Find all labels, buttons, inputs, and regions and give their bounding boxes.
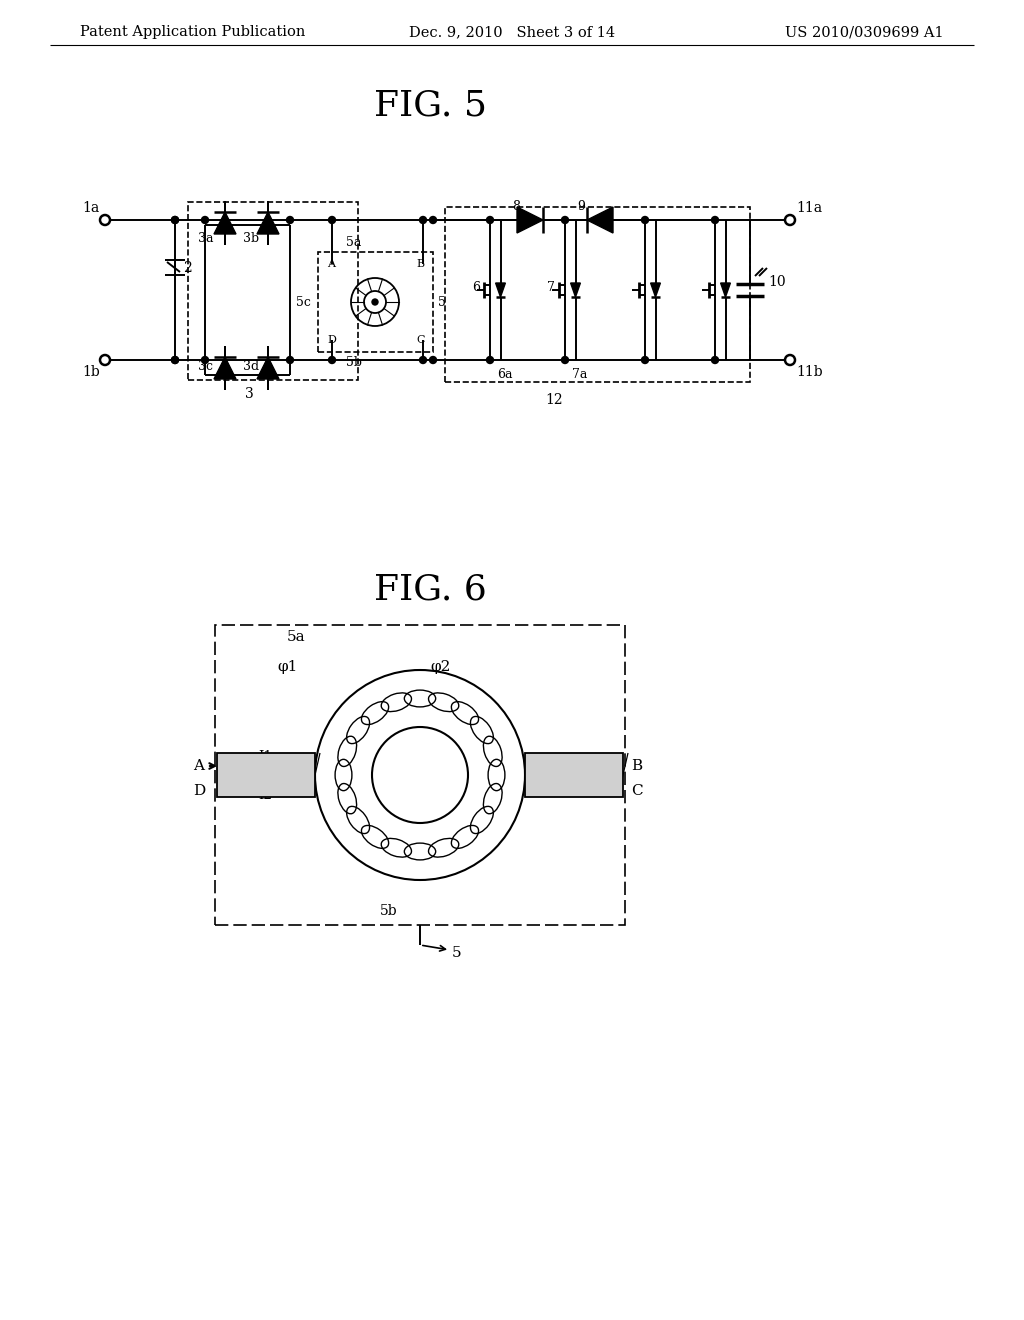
Text: 5: 5: [438, 296, 445, 309]
Circle shape: [420, 356, 427, 363]
Text: A: A: [193, 759, 204, 774]
Text: I1: I1: [258, 750, 272, 764]
Circle shape: [372, 300, 378, 305]
Text: US 2010/0309699 A1: US 2010/0309699 A1: [785, 25, 944, 40]
Text: C: C: [631, 784, 643, 799]
Bar: [188, 202, 358, 380]
Circle shape: [287, 356, 294, 363]
Circle shape: [561, 356, 568, 363]
Circle shape: [202, 216, 209, 223]
Text: FIG. 6: FIG. 6: [374, 573, 486, 607]
Bar: [215, 624, 625, 925]
Polygon shape: [257, 213, 279, 234]
Text: 10: 10: [768, 275, 785, 289]
Text: 3: 3: [245, 387, 254, 401]
Circle shape: [329, 216, 336, 223]
Text: 6a: 6a: [497, 367, 512, 380]
Text: 5: 5: [452, 946, 462, 960]
Bar: [318, 252, 433, 352]
Text: 3a: 3a: [198, 232, 213, 246]
Circle shape: [641, 356, 648, 363]
Text: 3c: 3c: [198, 360, 213, 374]
Text: 6: 6: [472, 281, 480, 294]
Text: φ2: φ2: [430, 660, 451, 675]
Circle shape: [171, 356, 178, 363]
Text: D: D: [193, 784, 205, 799]
Circle shape: [202, 356, 209, 363]
Polygon shape: [214, 356, 236, 379]
Polygon shape: [650, 282, 660, 297]
Circle shape: [287, 216, 294, 223]
Text: 5b: 5b: [346, 355, 362, 368]
Text: 3b: 3b: [243, 232, 259, 246]
Text: B: B: [631, 759, 642, 774]
Text: φ1: φ1: [278, 660, 297, 675]
Text: 7: 7: [547, 281, 555, 294]
Circle shape: [372, 727, 468, 822]
Text: B: B: [416, 259, 424, 269]
Text: 5b: 5b: [380, 904, 397, 917]
Text: 5a: 5a: [287, 630, 305, 644]
Bar: [445, 207, 750, 381]
Text: 1a: 1a: [82, 201, 99, 215]
Circle shape: [171, 216, 178, 223]
Text: 1b: 1b: [82, 366, 99, 379]
Bar: [525, 752, 623, 797]
Polygon shape: [721, 282, 730, 297]
Circle shape: [561, 216, 568, 223]
Text: 5c: 5c: [296, 296, 311, 309]
Text: 11b: 11b: [796, 366, 822, 379]
Circle shape: [429, 356, 436, 363]
Text: Dec. 9, 2010   Sheet 3 of 14: Dec. 9, 2010 Sheet 3 of 14: [409, 25, 615, 40]
Polygon shape: [587, 207, 613, 234]
Text: C: C: [416, 335, 425, 345]
Text: 12: 12: [545, 393, 562, 407]
Text: 9: 9: [577, 199, 585, 213]
Circle shape: [712, 356, 719, 363]
Text: I2: I2: [258, 788, 272, 803]
Polygon shape: [257, 356, 279, 379]
Text: 2: 2: [183, 261, 191, 275]
Circle shape: [420, 216, 427, 223]
Circle shape: [171, 356, 178, 363]
Text: 8: 8: [512, 199, 520, 213]
Circle shape: [429, 216, 436, 223]
Text: A: A: [327, 259, 335, 269]
Circle shape: [486, 356, 494, 363]
Text: Patent Application Publication: Patent Application Publication: [80, 25, 305, 40]
Circle shape: [641, 216, 648, 223]
Circle shape: [329, 356, 336, 363]
Text: 5c: 5c: [565, 780, 582, 795]
Text: 11a: 11a: [796, 201, 822, 215]
Text: FIG. 5: FIG. 5: [374, 88, 486, 121]
Text: 3d: 3d: [243, 360, 259, 374]
Text: D: D: [327, 335, 336, 345]
Circle shape: [712, 216, 719, 223]
Polygon shape: [214, 213, 236, 234]
Text: 5a: 5a: [346, 235, 361, 248]
Polygon shape: [517, 207, 543, 234]
Polygon shape: [496, 282, 506, 297]
Circle shape: [171, 216, 178, 223]
Text: 7a: 7a: [572, 367, 588, 380]
Polygon shape: [570, 282, 581, 297]
Bar: [217, 752, 315, 797]
Circle shape: [486, 216, 494, 223]
